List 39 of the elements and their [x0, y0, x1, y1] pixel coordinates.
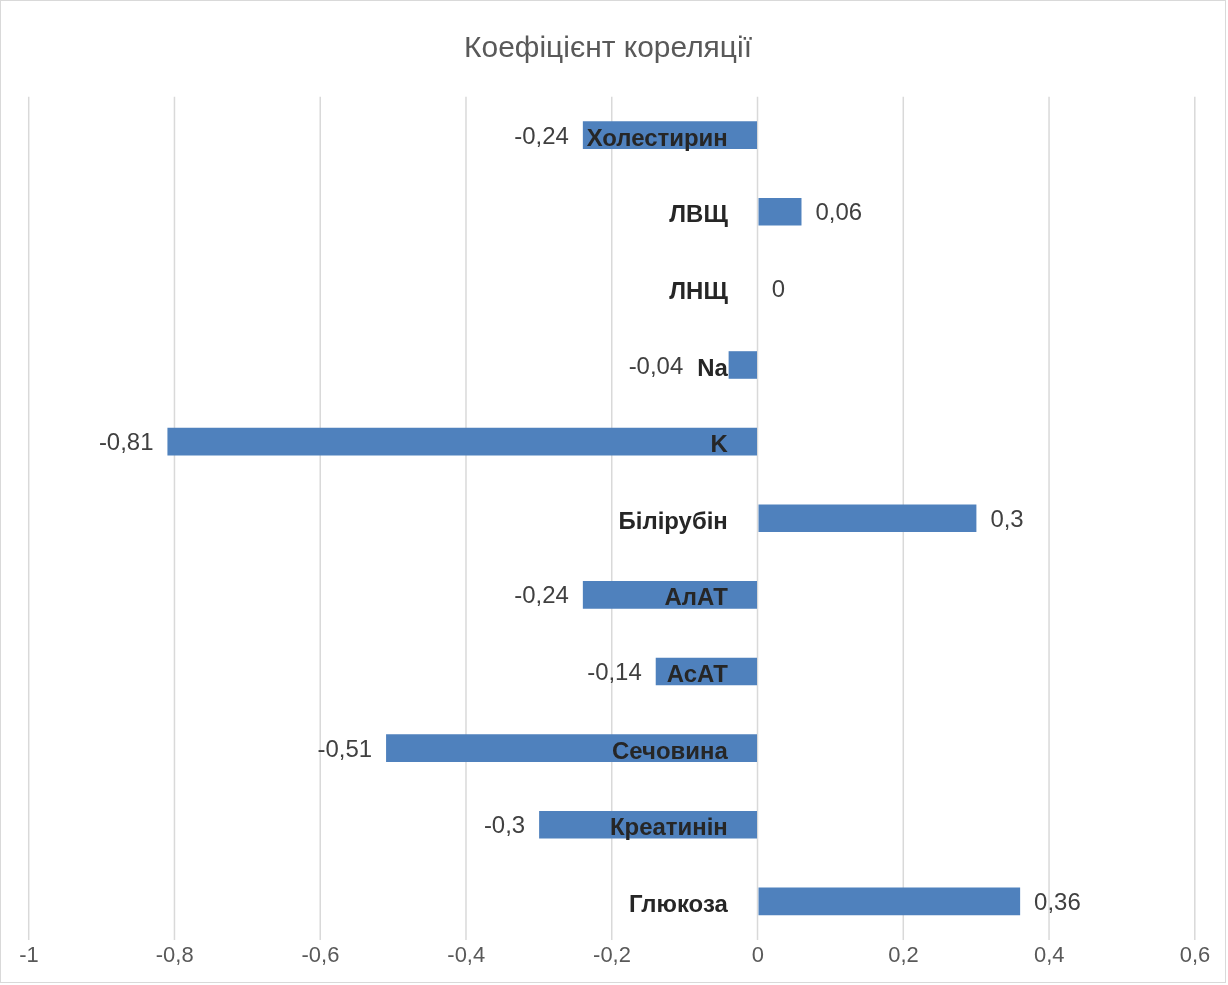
y-tick-label: ЛНЩ: [669, 276, 729, 304]
data-label: 0,3: [990, 504, 1024, 532]
x-tick-label: 0: [751, 941, 764, 967]
data-label: 0: [771, 274, 786, 302]
bar: [758, 887, 1021, 916]
bar: [728, 351, 758, 379]
x-tick-label: 0,2: [888, 941, 919, 967]
y-tick-label: Сечовина: [612, 736, 729, 764]
data-label: 0,36: [1034, 887, 1081, 915]
y-tick-label: K: [710, 430, 729, 458]
chart-title: Коефіцієнт кореляції: [464, 30, 753, 64]
x-tick-label: 0,6: [1179, 941, 1211, 967]
y-tick-label: АлАТ: [664, 583, 729, 611]
y-tick-label: Na: [697, 353, 729, 381]
data-label: 0,06: [815, 198, 863, 226]
bar: [582, 581, 758, 609]
x-tick-label: -0,8: [155, 941, 194, 967]
x-tick-label: -1: [19, 941, 39, 967]
y-tick-label: Глюкоза: [628, 889, 729, 917]
data-label: -0,24: [514, 581, 569, 609]
x-tick-label: -0,4: [447, 941, 486, 967]
bar: [758, 197, 802, 226]
data-label: -0,04: [628, 351, 684, 379]
y-tick-label: АсАТ: [666, 660, 729, 688]
bar: [167, 427, 758, 456]
y-tick-label: ЛВЩ: [669, 200, 729, 228]
data-label: -0,81: [98, 428, 154, 456]
bar: [758, 504, 977, 533]
x-tick-label: 0,4: [1034, 941, 1065, 967]
y-tick-label: Білірубін: [618, 506, 728, 534]
x-tick-label: -0,2: [593, 941, 631, 967]
data-label: -0,24: [514, 121, 569, 149]
x-tick-label: -0,6: [301, 941, 340, 967]
y-tick-label: Холестирин: [586, 123, 728, 151]
data-label: -0,51: [317, 734, 373, 762]
y-tick-label: Креатинін: [609, 813, 728, 841]
data-label: -0,3: [483, 811, 526, 839]
bar: [386, 734, 758, 762]
data-label: -0,14: [587, 658, 642, 686]
